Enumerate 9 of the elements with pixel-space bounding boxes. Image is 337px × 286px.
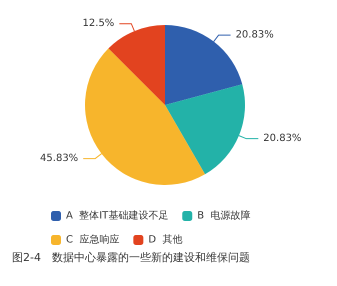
data-label: 20.83%: [263, 133, 302, 144]
legend-label: B 电源故障: [197, 210, 250, 222]
caption: 图2-4 数据中心暴露的一些新的建设和维保问题: [12, 251, 250, 264]
data-label: 12.5%: [82, 18, 114, 30]
legend-label: C 应急响应: [66, 234, 120, 246]
legend-label: D 其他: [148, 234, 182, 246]
legend-label: A 整体IT基础建设不足: [66, 210, 168, 222]
data-label: 45.83%: [40, 153, 78, 164]
data-label: 20.83%: [236, 30, 274, 41]
